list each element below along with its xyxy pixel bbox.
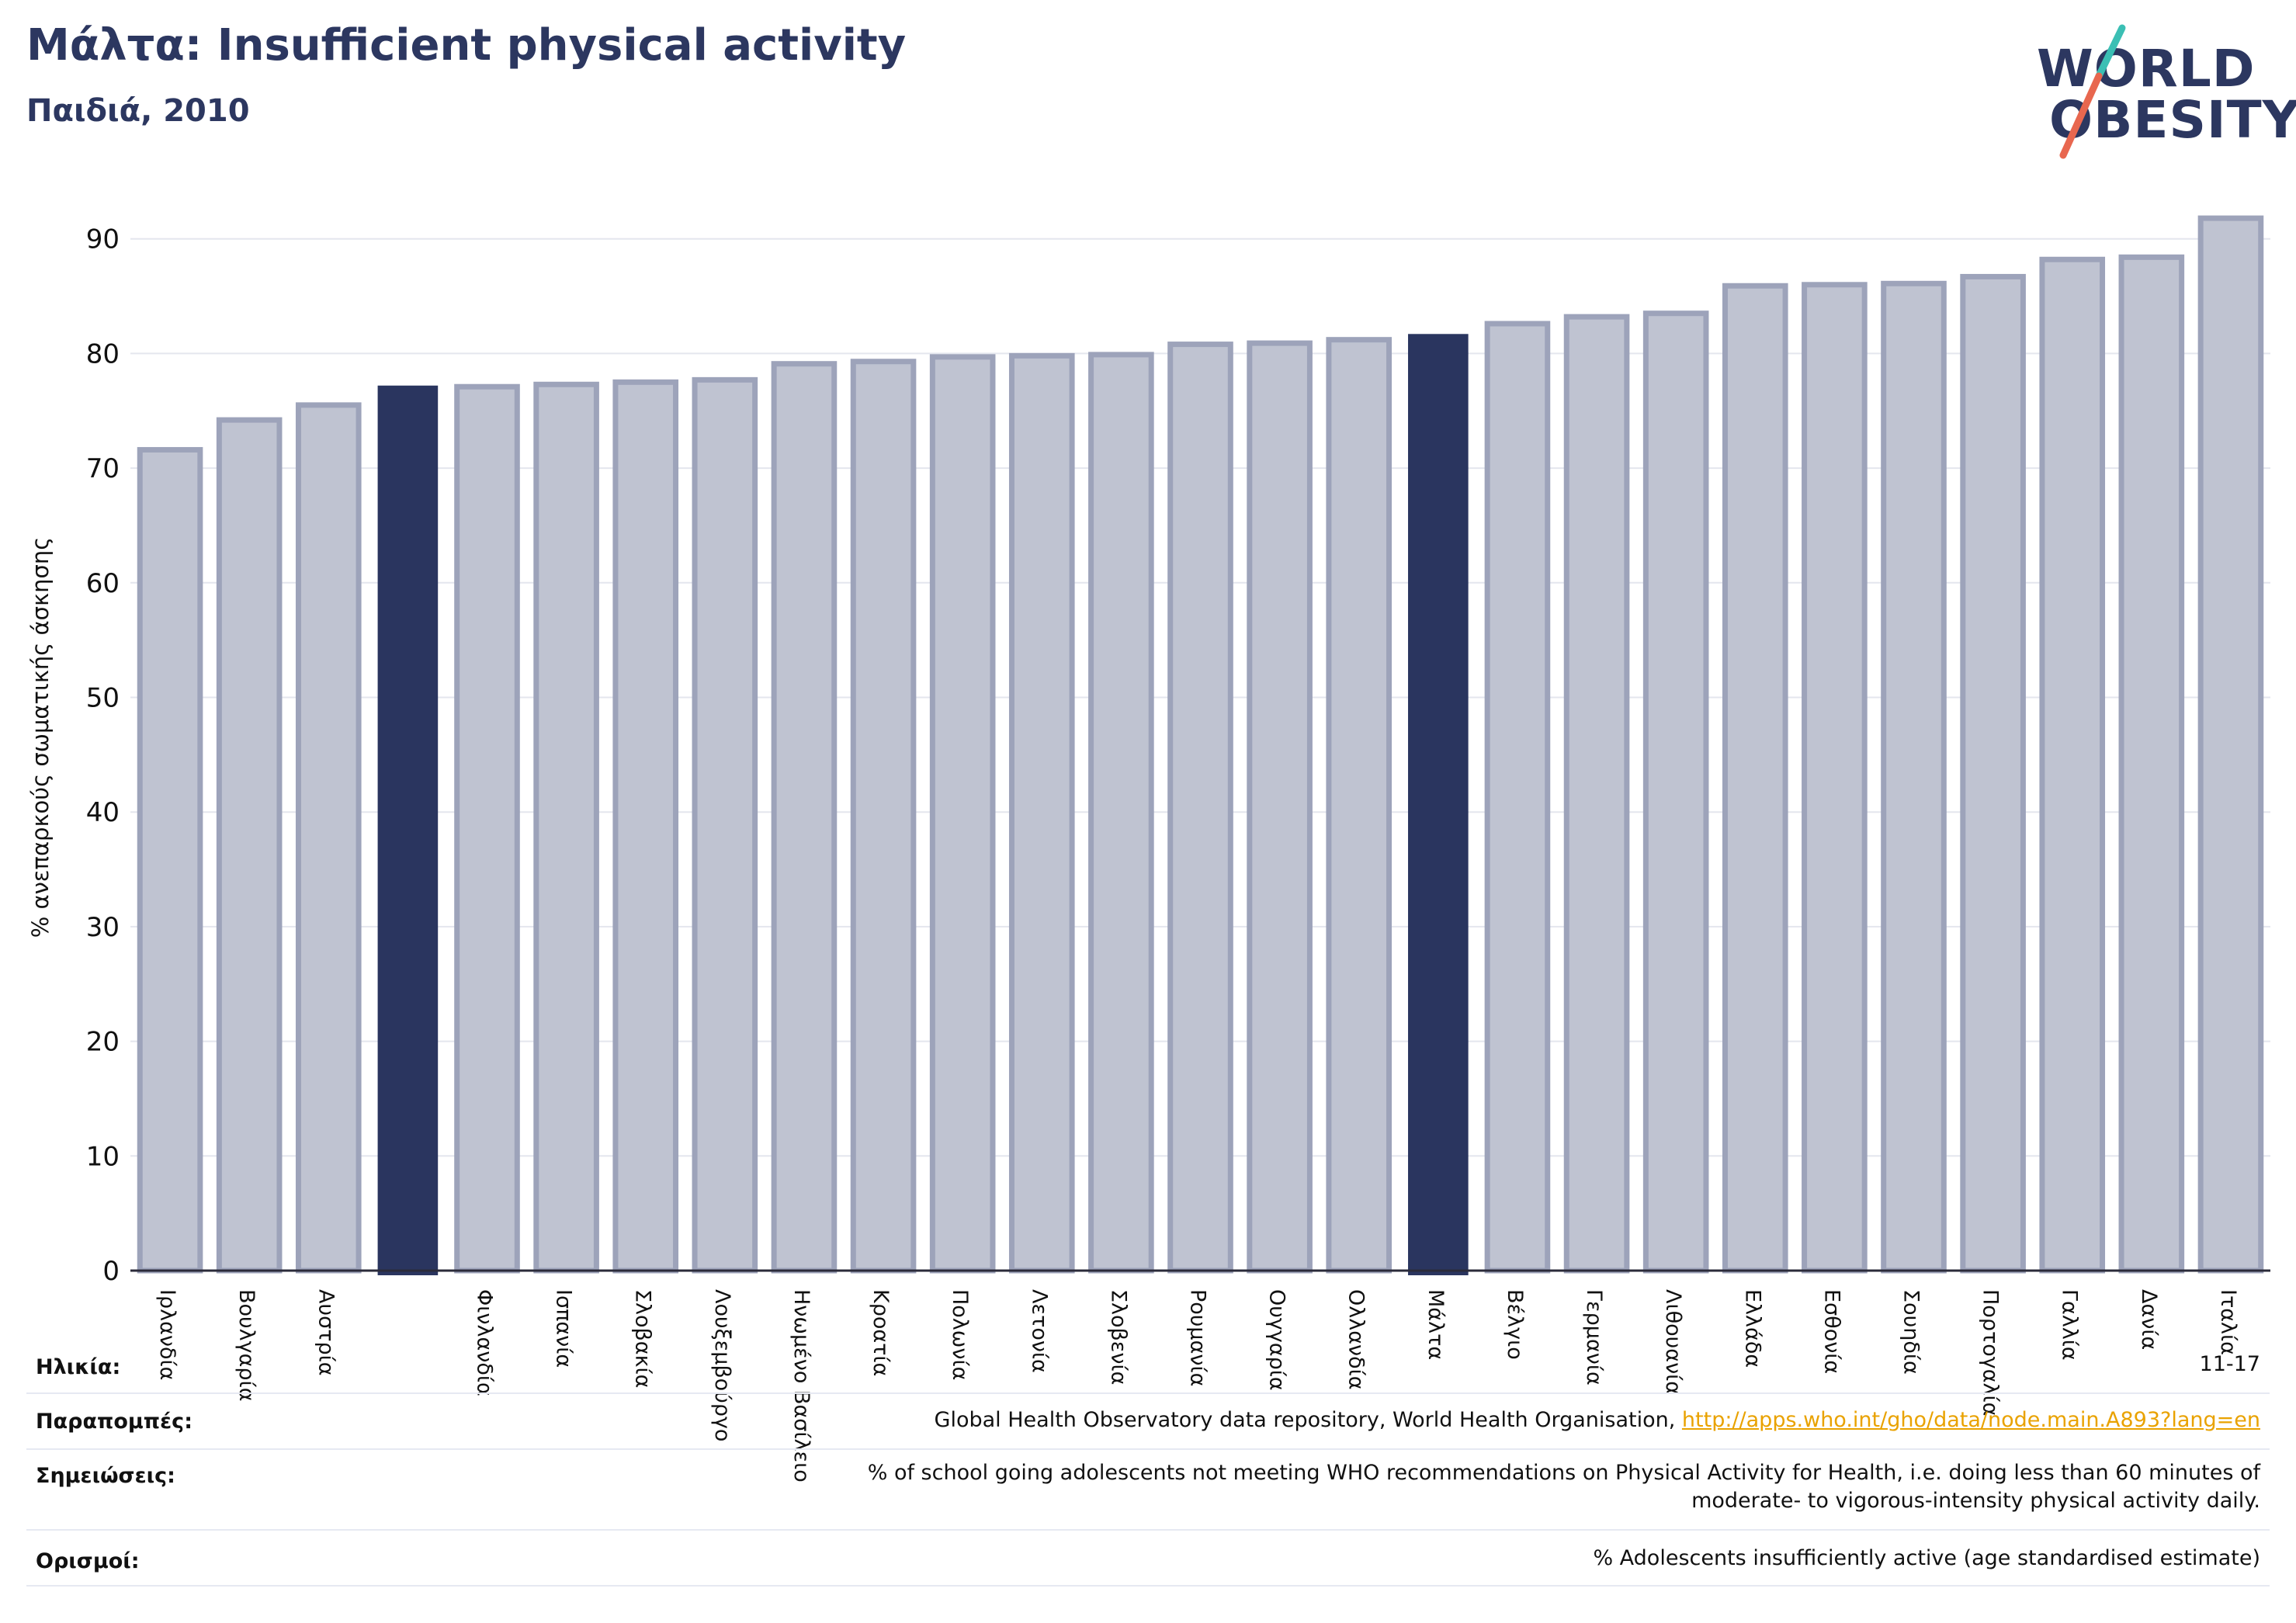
meta-value-notes: % of school going adolescents not meetin… — [868, 1459, 2260, 1515]
y-axis-ticks: 0 10 20 30 40 50 60 70 80 90 — [86, 224, 120, 1287]
bar — [1563, 314, 1630, 1274]
x-tick-label: Αυστρία — [314, 1289, 338, 1376]
x-tick-label: Γαλλία — [2058, 1289, 2082, 1361]
meta-value-references: Global Health Observatory data repositor… — [935, 1406, 2260, 1434]
bar — [216, 417, 283, 1274]
bar — [1008, 352, 1075, 1274]
bar — [2039, 256, 2106, 1274]
bar — [1326, 337, 1393, 1274]
bar — [1722, 283, 1788, 1274]
bar — [1642, 310, 1709, 1274]
y-tick-label: 40 — [86, 797, 120, 828]
y-axis-label: % ανεπαρκούς σωματικής άσκησης — [27, 537, 54, 938]
bar — [1802, 282, 1868, 1274]
references-text: Global Health Observatory data repositor… — [934, 1408, 1682, 1432]
x-tick-label: Βουλγαρία — [234, 1289, 258, 1402]
bar — [1088, 352, 1154, 1274]
notes-line-1: % of school going adolescents not meetin… — [867, 1461, 2260, 1485]
meta-value-definitions: % Adolescents insufficiently active (age… — [1593, 1546, 2260, 1570]
x-tick-label: Σουηδία — [1899, 1289, 1923, 1375]
y-tick-label: 60 — [86, 568, 120, 599]
chart-subtitle: Παιδιά, 2010 — [26, 93, 250, 129]
bar — [850, 359, 917, 1274]
bar — [771, 361, 838, 1274]
x-tick-label: Φινλανδία — [473, 1289, 497, 1396]
meta-label-definitions: Ορισμοί: — [36, 1549, 140, 1573]
world-obesity-logo[interactable]: WORLD OBESITY — [2018, 22, 2296, 169]
x-tick-label: Ελλάδα — [1740, 1289, 1764, 1368]
x-tick-label: Σλοβακία — [631, 1289, 655, 1388]
bar — [1167, 342, 1233, 1274]
meta-row-definitions: Ορισμοί: % Adolescents insufficiently ac… — [26, 1531, 2270, 1587]
meta-label-age: Ηλικία: — [36, 1355, 121, 1379]
bar — [1247, 340, 1313, 1274]
bar — [137, 446, 203, 1274]
y-tick-label: 0 — [102, 1256, 120, 1287]
notes-line-2: moderate- to vigorous-intensity physical… — [1691, 1489, 2260, 1513]
bar — [1960, 273, 2026, 1274]
bar — [295, 402, 362, 1274]
x-tick-label: Λιθουανία — [1661, 1289, 1685, 1395]
x-tick-label: Λετονία — [1027, 1289, 1051, 1373]
x-tick-label: Ιρλανδία — [155, 1289, 179, 1380]
bar-highlighted — [377, 385, 439, 1276]
bar — [929, 354, 996, 1274]
logo-slash-icon — [2059, 24, 2126, 159]
meta-row-references: Παραπομπές: Global Health Observatory da… — [26, 1394, 2270, 1450]
references-link[interactable]: http://apps.who.int/gho/data/node.main.A… — [1681, 1408, 2260, 1432]
meta-label-references: Παραπομπές: — [36, 1410, 192, 1434]
x-tick-label: Πορτογαλία — [1979, 1289, 2003, 1416]
bar — [533, 381, 599, 1274]
x-tick-label: Ισπανία — [552, 1289, 576, 1368]
x-tick-label: Δανία — [2137, 1289, 2161, 1350]
bar — [1484, 321, 1551, 1274]
x-tick-label: Πολωνία — [948, 1289, 972, 1380]
logo-word-world: WORLD — [2037, 39, 2256, 99]
x-tick-label: Ηνωμένο Βασίλειο — [789, 1289, 813, 1483]
meta-value-age: 11-17 — [2199, 1352, 2260, 1376]
meta-row-age: Ηλικία: 11-17 — [26, 1337, 2270, 1394]
x-tick-label: Ρουμανία — [1186, 1289, 1210, 1386]
x-tick-label: Μάλτα — [1424, 1289, 1448, 1360]
x-tick-label: Λουξεμβούργο — [710, 1289, 734, 1441]
chart-title: Μάλτα: Insufficient physical activity — [26, 20, 907, 71]
bar — [2197, 215, 2264, 1274]
x-tick-label: Εσθονία — [1819, 1289, 1843, 1374]
meta-row-notes: Σημειώσεις: % of school going adolescent… — [26, 1450, 2270, 1531]
x-axis-ticks: Ιρλανδία Βουλγαρία Αυστρία Φινλανδία Ισπανία… — [155, 1289, 2240, 1483]
x-tick-label: Ουγγαρία — [1265, 1289, 1289, 1391]
bar — [692, 376, 758, 1274]
y-tick-label: 90 — [86, 224, 120, 255]
y-tick-label: 80 — [86, 338, 120, 369]
x-tick-label: Ιταλία — [2216, 1289, 2240, 1355]
bar — [454, 383, 520, 1274]
bar — [2118, 254, 2185, 1274]
bar-highlighted — [1408, 334, 1469, 1275]
bar — [1881, 280, 1947, 1274]
bars — [137, 215, 2264, 1276]
x-tick-label: Σλοβενία — [1106, 1289, 1130, 1385]
y-tick-label: 10 — [86, 1141, 120, 1172]
y-tick-label: 50 — [86, 683, 120, 714]
y-tick-label: 20 — [86, 1027, 120, 1058]
x-tick-label: Βέλγιο — [1503, 1289, 1527, 1360]
meta-label-notes: Σημειώσεις: — [36, 1464, 175, 1488]
bar — [612, 379, 679, 1274]
x-tick-label: Κροατία — [869, 1289, 893, 1376]
y-tick-label: 30 — [86, 912, 120, 943]
x-tick-label: Ολλανδία — [1344, 1289, 1368, 1390]
y-tick-label: 70 — [86, 453, 120, 484]
x-tick-label: Γερμανία — [1582, 1289, 1606, 1385]
